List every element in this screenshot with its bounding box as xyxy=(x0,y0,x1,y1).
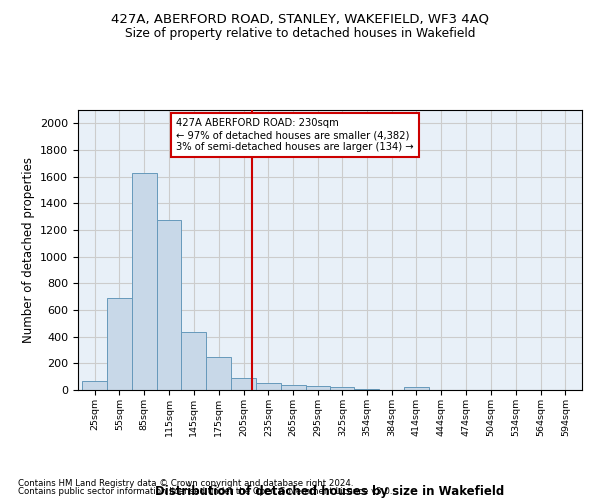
Bar xyxy=(107,298,132,390)
Bar xyxy=(157,220,181,390)
Y-axis label: Number of detached properties: Number of detached properties xyxy=(22,157,35,343)
Text: Contains public sector information licensed under the Open Government Licence v3: Contains public sector information licen… xyxy=(18,487,392,496)
Text: 427A ABERFORD ROAD: 230sqm
← 97% of detached houses are smaller (4,382)
3% of se: 427A ABERFORD ROAD: 230sqm ← 97% of deta… xyxy=(176,118,414,152)
Text: 427A, ABERFORD ROAD, STANLEY, WAKEFIELD, WF3 4AQ: 427A, ABERFORD ROAD, STANLEY, WAKEFIELD,… xyxy=(111,12,489,26)
Bar xyxy=(281,384,305,390)
Bar xyxy=(355,388,379,390)
Bar xyxy=(82,382,107,390)
Bar xyxy=(404,388,429,390)
Bar xyxy=(305,386,331,390)
Bar xyxy=(206,356,231,390)
X-axis label: Distribution of detached houses by size in Wakefield: Distribution of detached houses by size … xyxy=(155,484,505,498)
Bar xyxy=(231,378,256,390)
Text: Size of property relative to detached houses in Wakefield: Size of property relative to detached ho… xyxy=(125,28,475,40)
Bar xyxy=(181,332,206,390)
Text: Contains HM Land Registry data © Crown copyright and database right 2024.: Contains HM Land Registry data © Crown c… xyxy=(18,478,353,488)
Bar xyxy=(132,172,157,390)
Bar xyxy=(256,382,281,390)
Bar xyxy=(331,388,355,390)
